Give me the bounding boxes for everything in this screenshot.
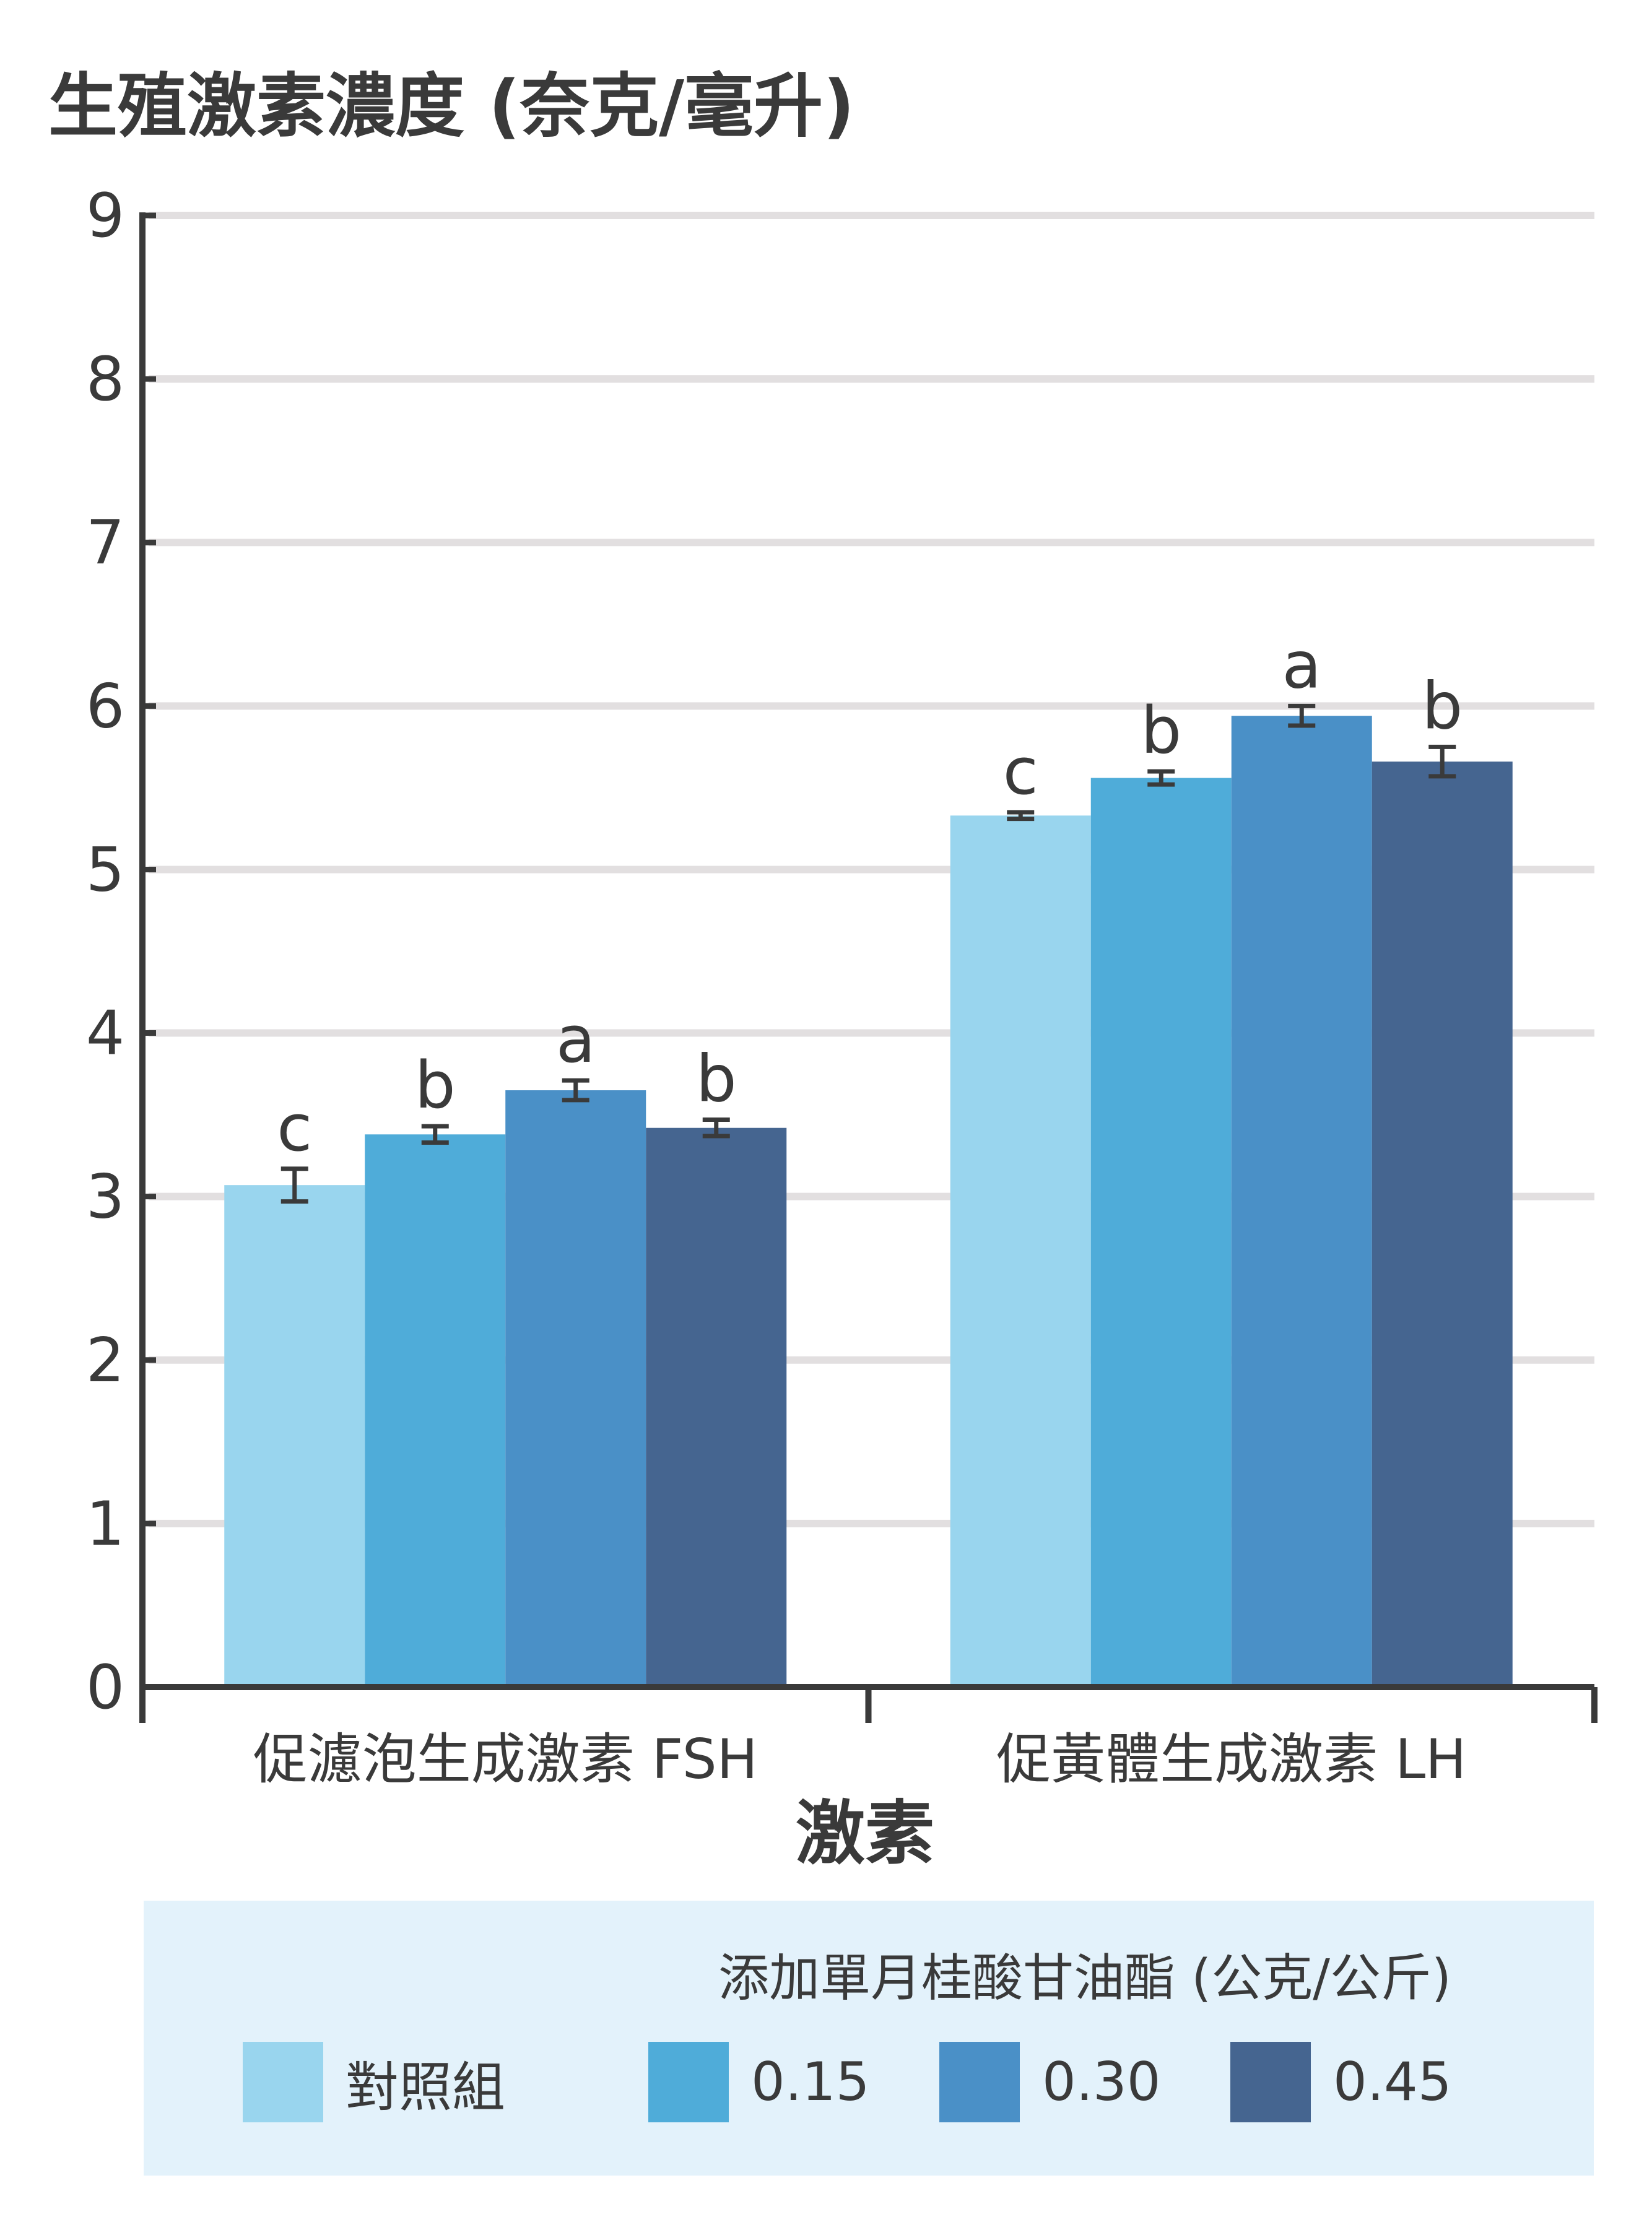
bar [646, 1127, 787, 1687]
significance-letter: c [1003, 734, 1038, 809]
legend-label: 0.30 [1042, 2051, 1161, 2113]
bar [1372, 762, 1513, 1687]
y-tick-label: 2 [86, 1326, 124, 1396]
legend-item-0-15: 0.15 [648, 2042, 869, 2122]
bar-chart: 生殖激素濃度 (奈克/毫升) 0 1 2 3 4 5 6 7 8 9 c b a b 促濾泡生成激素 FSH… [48, 66, 1598, 1874]
legend-item-0-30: 0.30 [939, 2042, 1160, 2122]
y-tick-label: 4 [86, 999, 124, 1069]
significance-letter: b [696, 1041, 737, 1117]
bar [224, 1185, 365, 1687]
y-tick-label: 6 [86, 671, 124, 742]
y-tick-label: 9 [86, 181, 124, 251]
chart-title: 生殖激素濃度 (奈克/毫升) [48, 66, 854, 147]
legend-item-0-45: 0.45 [1230, 2042, 1451, 2122]
x-category-label: 促濾泡生成激素 FSH [253, 1727, 758, 1791]
x-category-label: 促黃體生成激素 LH [996, 1727, 1466, 1791]
x-axis-title: 激素 [796, 1794, 934, 1874]
y-tick-label: 3 [86, 1162, 124, 1233]
y-tick-label: 0 [86, 1652, 124, 1723]
legend: 添加單月桂酸甘油酯 (公克/公斤) 對照組 0.15 0.30 0.45 [144, 1901, 1594, 2176]
legend-label: 對照組 [346, 2056, 505, 2119]
bar [1090, 778, 1232, 1687]
legend-item-control: 對照組 [243, 2042, 505, 2122]
bar [950, 815, 1091, 1687]
significance-letter: c [277, 1090, 312, 1166]
y-tick-label: 7 [86, 508, 124, 578]
significance-letter: b [415, 1048, 456, 1123]
legend-swatch [243, 2042, 323, 2122]
legend-title: 添加單月桂酸甘油酯 (公克/公斤) [718, 1949, 1451, 2008]
y-tick-label: 1 [86, 1489, 124, 1560]
bar [365, 1134, 506, 1687]
y-tick-label: 5 [86, 835, 124, 905]
legend-swatch [648, 2042, 729, 2122]
significance-letter: b [1141, 693, 1181, 768]
significance-letter: a [556, 1002, 596, 1077]
labels: 0 1 2 3 4 5 6 7 8 9 c b a b 促濾泡生成激素 FSH c b a b 促黃體生成激素 LH [86, 181, 1467, 1791]
legend-swatch [1230, 2042, 1311, 2122]
bar [1231, 716, 1372, 1687]
legend-label: 0.45 [1333, 2051, 1452, 2113]
bar [505, 1090, 646, 1687]
y-tick-label: 8 [86, 344, 124, 415]
legend-swatch [939, 2042, 1020, 2122]
axes [139, 212, 1598, 1723]
legend-label: 0.15 [751, 2051, 870, 2113]
significance-letter: b [1422, 668, 1463, 744]
significance-letter: a [1282, 627, 1321, 703]
bars [224, 703, 1513, 1687]
